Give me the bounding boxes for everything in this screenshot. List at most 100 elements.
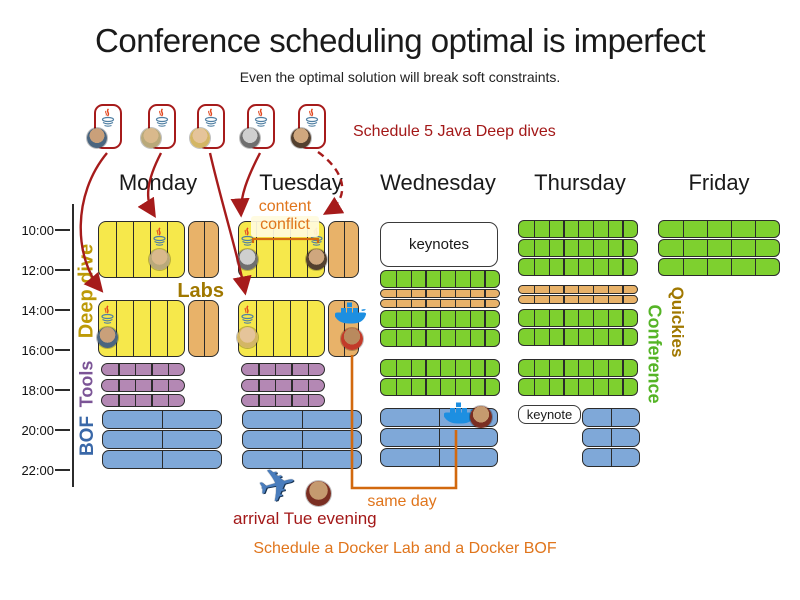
- speaker-card: [87, 104, 122, 149]
- java-icon: [155, 108, 169, 127]
- slot-divider: [731, 240, 733, 256]
- slot-divider: [469, 290, 471, 297]
- slot-divider: [439, 449, 441, 466]
- slot-divider: [258, 364, 260, 375]
- java-icon: [254, 108, 268, 127]
- slot-divider: [118, 380, 120, 391]
- java-session-marker: [240, 305, 255, 330]
- slot-divider: [395, 330, 398, 346]
- session-block-orange: [188, 300, 219, 357]
- slot-divider: [563, 286, 565, 293]
- track-label-deep-dive: Deep dive: [75, 243, 98, 339]
- slot-divider: [454, 360, 457, 376]
- slot-divider: [410, 311, 412, 327]
- slot-divider: [683, 240, 685, 256]
- slot-divider: [707, 240, 709, 256]
- java-session-marker: [152, 227, 167, 252]
- slot-divider: [484, 360, 486, 376]
- session-block-green: [380, 270, 500, 288]
- java-icon: [204, 108, 218, 127]
- slot-divider: [548, 360, 550, 376]
- slot-divider: [203, 222, 205, 277]
- java-icon: [100, 305, 114, 324]
- slot-divider: [274, 395, 277, 406]
- slot-divider: [578, 329, 580, 345]
- slot-divider: [395, 311, 398, 327]
- java-icon: [305, 108, 319, 127]
- slot-divider: [592, 310, 595, 326]
- slot-divider: [150, 222, 152, 277]
- slot-divider: [425, 311, 427, 327]
- slot-divider: [439, 409, 441, 426]
- slot-divider: [118, 395, 120, 406]
- slot-divider: [203, 301, 205, 356]
- slot-divider: [622, 286, 624, 293]
- slot-divider: [410, 300, 412, 307]
- speaker-card: [141, 104, 176, 149]
- slot-divider: [307, 395, 309, 406]
- slot-divider: [167, 301, 169, 356]
- slot-divider: [290, 301, 292, 356]
- speaker-avatar: [236, 326, 258, 348]
- day-header-friday: Friday: [688, 170, 750, 195]
- session-block-blue: [582, 428, 640, 447]
- java-icon-wrap: [101, 108, 116, 133]
- slot-divider: [607, 296, 609, 303]
- time-label: 14:00: [21, 303, 54, 318]
- session-block-green: [518, 378, 638, 396]
- slot-divider: [622, 379, 624, 395]
- slot-divider: [622, 310, 624, 326]
- annotation-content-conflict-1: content: [258, 198, 312, 215]
- slot-divider: [133, 222, 135, 277]
- session-block-purple: [101, 379, 185, 392]
- java-icon-wrap: [254, 108, 269, 133]
- slot-divider: [533, 259, 536, 275]
- session-block-green: [518, 220, 638, 238]
- session-block-blue: [242, 430, 362, 449]
- session-block-purple: [241, 394, 325, 407]
- slot-divider: [167, 380, 169, 391]
- speaker-avatar: [190, 128, 211, 148]
- java-session-marker: [100, 305, 115, 330]
- session-block-blue: [582, 408, 640, 427]
- day-header-wednesday: Wednesday: [380, 170, 496, 195]
- slot-divider: [302, 431, 304, 448]
- slot-divider: [440, 360, 442, 376]
- session-block-blue: [380, 428, 498, 447]
- slot-divider: [307, 380, 309, 391]
- slot-divider: [592, 259, 595, 275]
- time-tick: [55, 269, 70, 271]
- slot-divider: [395, 360, 398, 376]
- slot-divider: [592, 221, 595, 237]
- slot-divider: [291, 364, 293, 375]
- slot-divider: [578, 379, 580, 395]
- session-block-green: [380, 329, 500, 347]
- session-block-green: [658, 258, 780, 276]
- session-block-green: [518, 258, 638, 276]
- slot-divider: [440, 311, 442, 327]
- slot-divider: [548, 240, 550, 256]
- time-tick: [55, 309, 70, 311]
- speaker-avatar: [305, 248, 327, 270]
- slot-divider: [454, 271, 457, 287]
- traveller-avatar: [305, 480, 331, 506]
- slot-divider: [755, 240, 757, 256]
- slot-divider: [484, 330, 486, 346]
- slot-divider: [256, 301, 258, 356]
- slot-divider: [683, 221, 685, 237]
- slot-divider: [302, 411, 304, 428]
- time-tick: [55, 469, 70, 471]
- slot-divider: [454, 290, 457, 297]
- slot-divider: [469, 379, 471, 395]
- session-block-purple: [241, 363, 325, 376]
- slot-divider: [592, 379, 595, 395]
- day-header-monday: Monday: [118, 170, 198, 195]
- slot-divider: [533, 360, 536, 376]
- session-block-orange: [328, 221, 359, 278]
- slot-divider: [578, 286, 580, 293]
- java-icon-wrap: [305, 108, 320, 133]
- slot-divider: [707, 259, 709, 275]
- session-block-blue: [242, 410, 362, 429]
- speaker-card: [291, 104, 326, 149]
- slot-divider: [440, 290, 442, 297]
